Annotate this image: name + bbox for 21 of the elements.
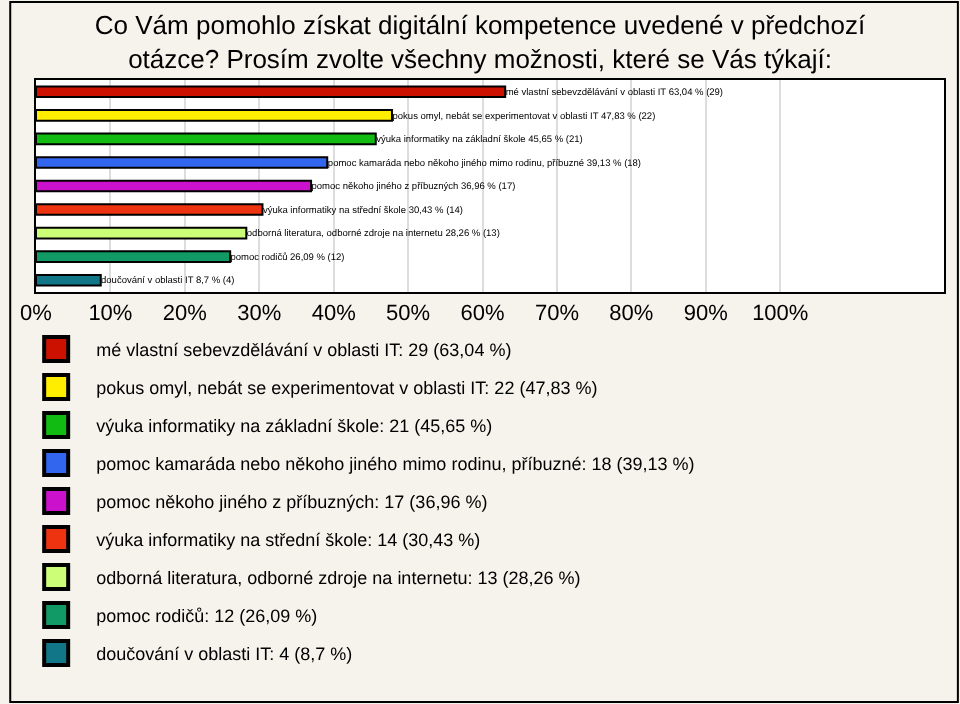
legend-label: pomoc kamaráda nebo někoho jiného mimo rodinu, příbuzné: 18 (39,13 %) xyxy=(96,454,695,475)
legend-label: pomoc rodičů: 12 (26,09 %) xyxy=(96,606,318,627)
legend-label: pokus omyl, nebát se experimentovat v oblasti IT: 22 (47,83 %) xyxy=(96,378,598,399)
x-tick-label: 10% xyxy=(88,302,133,327)
legend-label: výuka informatiky na střední škole: 14 (30,43 %) xyxy=(96,530,481,551)
x-tick-label: 40% xyxy=(311,302,357,327)
legend-label: mé vlastní sebevzdělávání v oblasti IT: 29 (63,04 %) xyxy=(96,340,512,361)
x-tick-label: 90% xyxy=(683,302,729,327)
x-tick-label: 100% xyxy=(752,302,809,327)
x-tick-label: 30% xyxy=(237,302,282,327)
x-tick-label: 70% xyxy=(534,302,580,327)
x-tick-label: 20% xyxy=(162,302,208,327)
chart-title: Co Vám pomohlo získat digitální kompetence uvedené v předchozí otázce? Prosím zvolte všechny možnosti, které se Vás týkají: xyxy=(94,9,866,74)
x-tick-label: 60% xyxy=(460,302,505,327)
legend-label: doučování v oblasti IT: 4 (8,7 %) xyxy=(96,644,353,665)
legend-label: pomoc někoho jiného z příbuzných: 17 (36,96 %) xyxy=(96,492,488,513)
x-tick-label: 80% xyxy=(609,302,654,327)
x-tick-label: 0% xyxy=(20,302,53,327)
x-tick-label: 50% xyxy=(386,302,431,327)
legend-label: odborná literatura, odborné zdroje na internetu: 13 (28,26 %) xyxy=(96,568,581,589)
legend-label: výuka informatiky na základní škole: 21 (45,65 %) xyxy=(96,416,493,437)
